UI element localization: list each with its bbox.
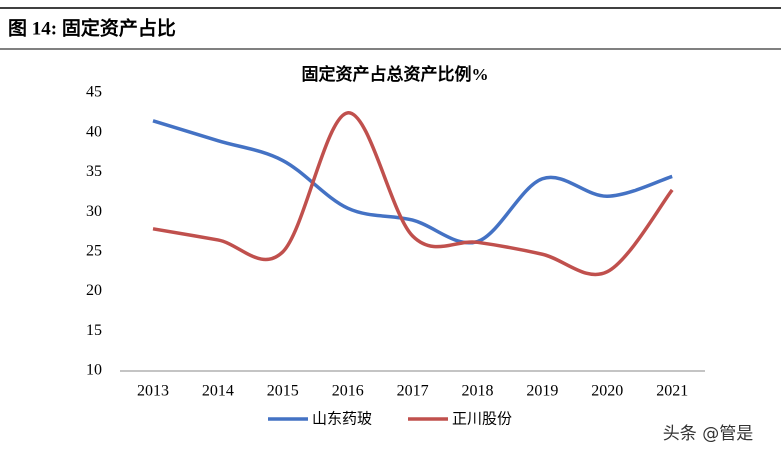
x-tick-label: 2013 <box>137 383 169 400</box>
line <box>152 119 673 245</box>
line <box>152 111 674 277</box>
x-tick-label: 2017 <box>397 383 429 400</box>
x-tick-label: 2018 <box>462 383 494 400</box>
chart-title: 固定资产占总资产比例% <box>302 64 489 84</box>
legend-label: 正川股份 <box>452 410 512 428</box>
header-title: 图 14: 固定资产占比 <box>8 16 176 39</box>
y-tick-label: 20 <box>86 282 102 299</box>
x-tick-label: 2016 <box>332 383 364 400</box>
y-tick-label: 25 <box>86 243 102 260</box>
x-tick-label: 2021 <box>656 383 688 400</box>
y-tick-label: 15 <box>86 322 102 339</box>
y-tick-label: 45 <box>86 84 102 101</box>
y-tick-label: 30 <box>86 203 102 220</box>
y-tick-label: 35 <box>86 163 102 180</box>
x-tick-label: 2020 <box>591 383 623 400</box>
x-tick-label: 2015 <box>267 383 299 400</box>
y-tick-label: 10 <box>86 362 102 379</box>
x-tick-label: 2019 <box>526 383 558 400</box>
legend-label: 山东药玻 <box>312 410 372 428</box>
watermark: 头条 @管是 <box>663 424 753 444</box>
x-tick-label: 2014 <box>202 383 234 400</box>
y-tick-label: 40 <box>86 123 102 140</box>
